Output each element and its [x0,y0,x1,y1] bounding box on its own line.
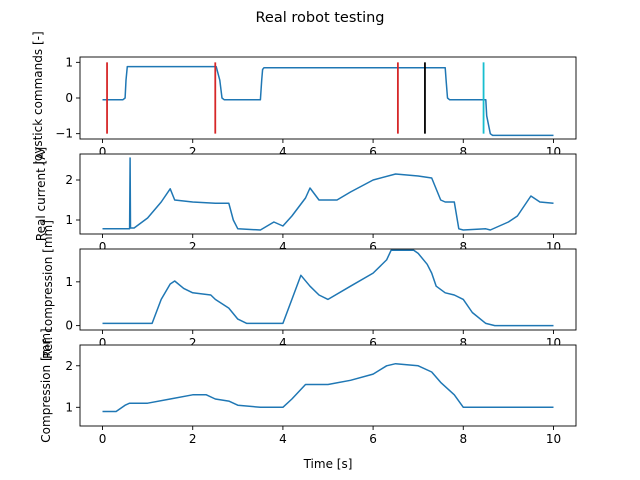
x-tick-label: 0 [99,432,107,446]
y-tick-label: 2 [65,173,73,187]
y-tick-label: 1 [65,213,73,227]
x-tick-label: 6 [369,240,377,254]
y-tick-label: 2 [65,359,73,373]
y-axis-label-2: Real current [A] [34,147,48,241]
y-tick-label: 1 [65,400,73,414]
x-tick-label: 0 [99,336,107,350]
series-line-2-1 [102,157,554,231]
figure-title: Real robot testing [255,10,384,26]
y-tick-label: 1 [65,275,73,289]
y-axis-label-3: Ref. compression [mm] [41,220,55,359]
series-line-3-1 [102,249,554,327]
x-tick-label: 2 [189,336,197,350]
x-tick-label: 2 [189,240,197,254]
axes-frame-3 [79,248,577,331]
x-tick-label: 4 [279,145,287,159]
y-tick-label: −1 [55,127,73,141]
axes-frame-4 [79,344,577,427]
series-line-4-1 [102,362,554,413]
y-axis-label-4: Compression [mm] [39,328,53,442]
x-tick-label: 6 [369,336,377,350]
x-tick-label: 8 [459,240,467,254]
axes-frame-2 [79,153,577,235]
x-tick-label: 6 [369,432,377,446]
y-tick-label: 0 [65,91,73,105]
axes-frame-1 [79,56,577,140]
x-tick-label: 4 [279,240,287,254]
x-tick-label: 8 [459,336,467,350]
y-tick-label: 0 [65,319,73,333]
x-tick-label: 8 [459,432,467,446]
x-tick-label: 0 [99,145,107,159]
x-tick-label: 4 [279,336,287,350]
x-tick-label: 2 [189,145,197,159]
y-tick-label: 1 [65,55,73,69]
x-tick-label: 4 [279,432,287,446]
x-tick-label: 2 [189,432,197,446]
x-axis-label: Time [s] [303,457,353,471]
series-line-1-1 [102,65,554,137]
x-tick-label: 0 [99,240,107,254]
y-axis-label-1: Joystick commands [-] [31,31,45,165]
x-tick-label: 6 [369,145,377,159]
x-tick-label: 8 [459,145,467,159]
x-tick-label: 10 [546,432,561,446]
